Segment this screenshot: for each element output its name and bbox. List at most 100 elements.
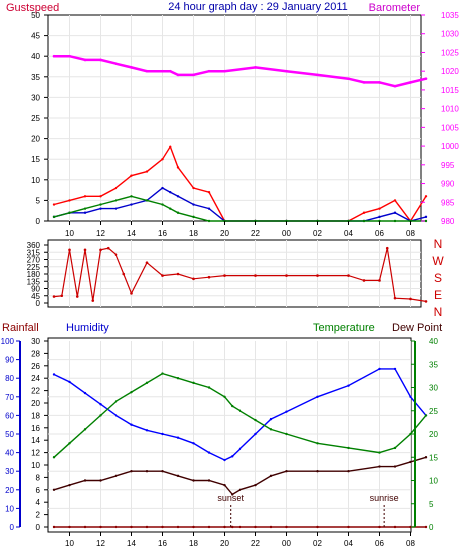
direction-series-point: [347, 274, 350, 277]
compass-label-w: W: [432, 254, 444, 268]
direction-series-point: [114, 253, 118, 256]
humidity-series-point: [68, 380, 71, 384]
dewpoint-series-point: [114, 474, 118, 478]
temperature-axis-label: 35: [429, 360, 438, 369]
rainfall-axis-label: 30: [5, 467, 14, 476]
rainfall-series-point: [68, 525, 71, 529]
direction-tick-label: 225: [27, 263, 41, 272]
rainfall-series-point: [285, 525, 288, 529]
direction-series-point: [91, 299, 95, 302]
wind-x-tick-label: 20: [220, 229, 229, 238]
temperature-series-point: [145, 381, 149, 385]
humidity-series-point: [231, 455, 234, 458]
humidity-series-point: [347, 384, 350, 387]
rainfall-axis-label: 40: [5, 449, 14, 458]
dewpoint-series-point: [254, 483, 257, 487]
wind-x-tick-label: 06: [375, 229, 384, 238]
rainfall-series-point: [238, 525, 242, 529]
humidity-series-point: [83, 391, 87, 395]
rainfall-axis-label: 90: [5, 356, 14, 365]
dewpoint-series-point: [99, 479, 102, 482]
temperature-series-point: [68, 442, 71, 445]
humidity-series-point: [161, 432, 164, 436]
temperature-series-point: [83, 428, 87, 431]
barometer-series-point: [207, 69, 211, 73]
low-wind-series-point: [145, 199, 149, 202]
gustspeed-label: Gustspeed: [6, 2, 59, 14]
humidity-axis-label: 12: [31, 449, 40, 458]
rainfall-legend: Rainfall: [2, 322, 39, 334]
rainfall-series-point: [161, 525, 164, 529]
barometer-series-point: [347, 77, 350, 80]
average-wind-series-point: [424, 215, 428, 219]
dewpoint-series-point: [378, 465, 381, 468]
temperature-series-point: [192, 381, 195, 385]
direction-tick-label: 180: [27, 270, 41, 279]
gust-series-line: [53, 145, 427, 223]
direction-series-point: [60, 294, 64, 298]
direction-series-point: [285, 274, 288, 277]
barometer-series-point: [223, 69, 226, 73]
barometer-label: Barometer: [369, 2, 421, 14]
rainfall-axis-label: 20: [5, 486, 14, 495]
wind-x-tick-label: 18: [189, 229, 198, 238]
humidity-axis-label: 6: [36, 486, 41, 495]
temperature-series-point: [130, 390, 133, 394]
dewpoint-series-point: [393, 465, 397, 468]
climate-x-tick-label: 18: [189, 539, 198, 548]
low-wind-series-point: [393, 219, 397, 223]
dewpoint-series-point: [52, 488, 56, 491]
humidity-axis-label: 20: [31, 399, 40, 408]
humidity-series-point: [114, 414, 118, 417]
direction-series-point: [130, 292, 133, 295]
humidity-series-point: [393, 367, 397, 371]
direction-series-point: [424, 300, 428, 303]
gust-series-point: [52, 203, 56, 206]
rainfall-series-point: [231, 525, 234, 529]
baro-right-tick-label: 1025: [441, 48, 459, 57]
wind-x-tick-label: 02: [313, 229, 322, 238]
direction-series-point: [161, 274, 164, 277]
barometer-series-point: [409, 81, 412, 84]
humidity-axis-label: 18: [31, 411, 40, 420]
rainfall-series-point: [409, 525, 412, 529]
humidity-series-point: [269, 417, 273, 421]
rainfall-series-point: [52, 525, 56, 529]
barometer-series-point: [285, 69, 288, 73]
temperature-series-point: [161, 372, 164, 375]
low-wind-series-point: [83, 207, 87, 210]
direction-series-point: [75, 295, 79, 298]
wind-left-tick-label: 25: [31, 114, 40, 123]
baro-right-tick-label: 1035: [441, 11, 459, 20]
low-wind-series-line: [53, 195, 426, 222]
baro-right-tick-label: 1020: [441, 67, 459, 76]
gust-series-point: [176, 166, 180, 169]
direction-series-point: [254, 274, 257, 277]
low-wind-series-point: [68, 211, 71, 214]
rainfall-series-point: [207, 525, 211, 529]
direction-series-point: [385, 246, 389, 250]
low-wind-series-point: [424, 219, 428, 223]
barometer-series-point: [130, 66, 133, 69]
baro-right-tick-label: 1005: [441, 123, 459, 132]
low-wind-series-point: [176, 211, 180, 214]
wind-left-tick-label: 15: [31, 155, 40, 164]
barometer-series-point: [176, 73, 180, 77]
rainfall-axis-label: 10: [5, 504, 14, 513]
average-wind-series-point: [99, 207, 102, 210]
direction-series-point: [393, 296, 397, 300]
temperature-series-point: [424, 414, 428, 417]
rainfall-series-point: [378, 525, 381, 529]
average-wind-series-point: [83, 211, 87, 214]
climate-x-tick-label: 02: [313, 539, 322, 548]
climate-x-tick-label: 16: [158, 539, 167, 548]
low-wind-series-point: [114, 199, 118, 202]
temperature-series-point: [114, 400, 118, 403]
barometer-series-point: [424, 77, 428, 80]
low-wind-series-point: [161, 203, 164, 206]
wind-x-tick-label: 12: [96, 229, 105, 238]
direction-tick-label: 135: [27, 277, 41, 286]
wind-x-tick-label: 00: [282, 229, 291, 238]
barometer-series-point: [114, 62, 118, 65]
